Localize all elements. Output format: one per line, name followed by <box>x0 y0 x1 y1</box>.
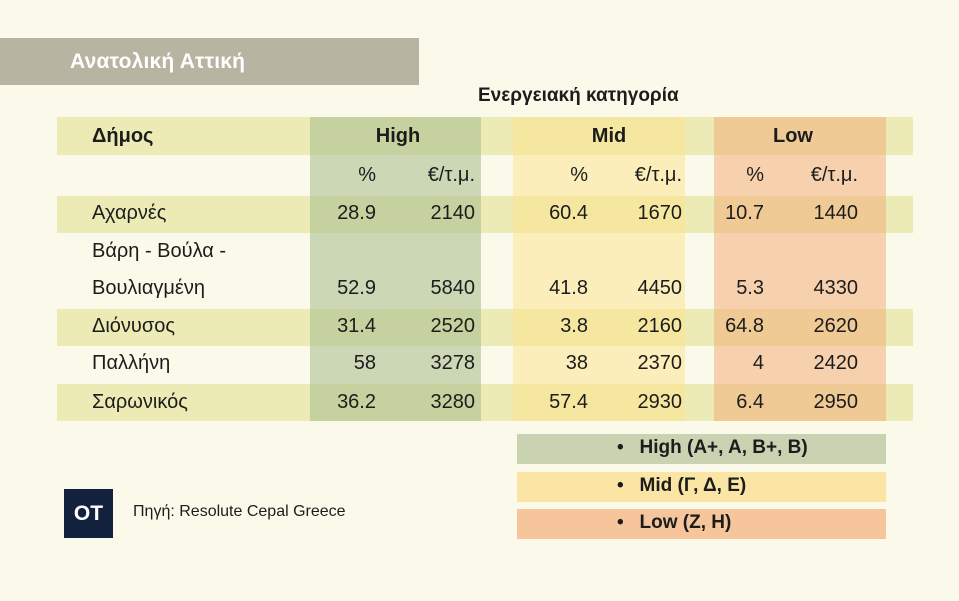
cell-pct: 31.4 <box>337 315 376 337</box>
cell-pct: 28.9 <box>337 202 376 224</box>
cell-eur-per-sqm: 2160 <box>637 315 683 337</box>
cell-eur-per-sqm: 1670 <box>637 202 683 224</box>
row-name: Παλλήνη <box>92 352 171 374</box>
cell-pct: 5.3 <box>736 277 764 299</box>
cell-eur-per-sqm: 1440 <box>813 202 859 224</box>
cell-eur-per-sqm: 4330 <box>813 277 859 299</box>
legend-low: • Low (Ζ, Η) <box>617 512 732 533</box>
header-high: High <box>375 125 421 147</box>
row-name: Σαρωνικός <box>92 391 188 413</box>
energy-category-heading: Ενεργειακή κατηγορία <box>478 85 679 106</box>
cell-pct: 57.4 <box>549 391 588 413</box>
legend-mid-swatch <box>517 472 886 502</box>
row-name: Βάρη - Βούλα - <box>92 240 227 262</box>
cell-pct: 41.8 <box>549 277 588 299</box>
row-name: Βουλιαγμένη <box>92 277 205 299</box>
cell-pct: 6.4 <box>736 391 764 413</box>
subheader-eur-per-sqm: €/τ.μ. <box>810 164 858 186</box>
cell-eur-per-sqm: 2370 <box>637 352 683 374</box>
cell-pct: 52.9 <box>337 277 376 299</box>
cell-eur-per-sqm: 2620 <box>813 315 859 337</box>
cell-eur-per-sqm: 2950 <box>813 391 859 413</box>
cell-pct: 58 <box>353 352 376 374</box>
cell-eur-per-sqm: 5840 <box>430 277 476 299</box>
cell-eur-per-sqm: 2140 <box>430 202 476 224</box>
page-title: Ανατολική Αττική <box>70 50 246 73</box>
ot-logo: OT <box>64 489 113 538</box>
cell-pct: 36.2 <box>337 391 376 413</box>
header-mid: Mid <box>591 125 627 147</box>
subheader-eur-per-sqm: €/τ.μ. <box>634 164 682 186</box>
subheader-pct: % <box>358 164 376 186</box>
cell-eur-per-sqm: 4450 <box>637 277 683 299</box>
subheader-pct: % <box>570 164 588 186</box>
header-municipality: Δήμος <box>92 125 154 147</box>
high-column-band <box>310 117 481 421</box>
cell-pct: 60.4 <box>549 202 588 224</box>
cell-eur-per-sqm: 3280 <box>430 391 476 413</box>
title-bar <box>0 38 419 85</box>
legend-low-swatch <box>517 509 886 539</box>
legend-high-swatch <box>517 434 886 464</box>
legend-mid: • Mid (Γ, Δ, Ε) <box>617 475 747 496</box>
cell-pct: 64.8 <box>725 315 764 337</box>
low-column-band <box>714 117 886 421</box>
cell-eur-per-sqm: 2420 <box>813 352 859 374</box>
cell-eur-per-sqm: 2520 <box>430 315 476 337</box>
source-note: Πηγή: Resolute Cepal Greece <box>133 503 346 520</box>
cell-pct: 10.7 <box>725 202 764 224</box>
cell-pct: 3.8 <box>560 315 588 337</box>
cell-eur-per-sqm: 2930 <box>637 391 683 413</box>
cell-pct: 4 <box>752 352 764 374</box>
row-name: Αχαρνές <box>92 202 167 224</box>
mid-column-band <box>513 117 685 421</box>
subheader-pct: % <box>746 164 764 186</box>
subheader-eur-per-sqm: €/τ.μ. <box>427 164 475 186</box>
cell-eur-per-sqm: 3278 <box>430 352 476 374</box>
cell-pct: 38 <box>565 352 588 374</box>
header-low: Low <box>773 125 813 147</box>
row-name: Διόνυσος <box>92 315 175 337</box>
legend-high: • High (A+, A, B+, B) <box>617 437 808 458</box>
